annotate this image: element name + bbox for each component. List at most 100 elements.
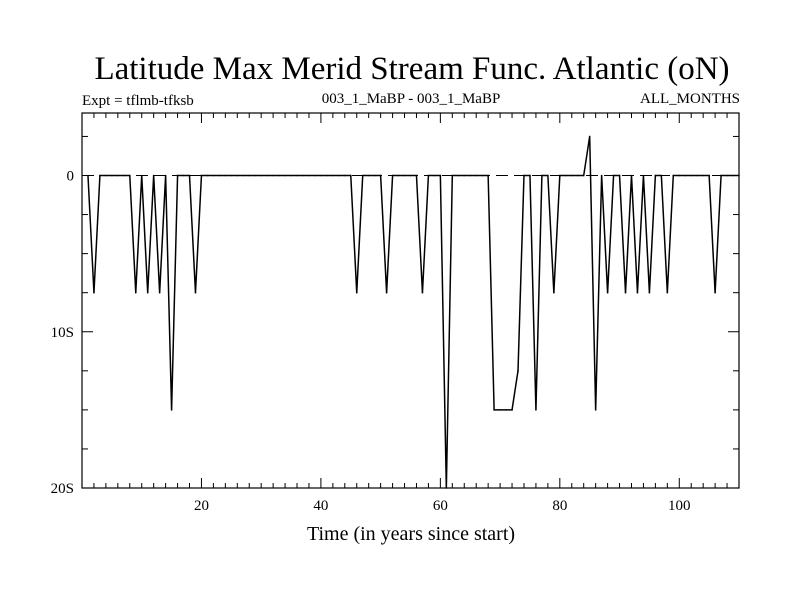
y-tick-label: 10S — [51, 325, 74, 341]
data-point — [188, 174, 191, 177]
data-point — [505, 409, 507, 411]
data-point — [738, 174, 740, 177]
data-point — [648, 291, 651, 294]
data-point — [481, 174, 483, 177]
data-point — [409, 174, 412, 177]
data-point — [564, 174, 567, 177]
data-point — [702, 174, 704, 177]
data-point — [541, 174, 543, 177]
data-point — [290, 174, 292, 177]
data-point — [254, 174, 257, 177]
data-point — [242, 174, 245, 177]
data-point — [164, 174, 167, 177]
data-point — [624, 291, 627, 294]
data-point — [451, 174, 454, 177]
data-point — [361, 174, 364, 177]
y-axis: 0 10S 20S — [51, 169, 739, 497]
data-point — [302, 174, 304, 177]
data-point — [439, 174, 442, 177]
data-point — [684, 174, 687, 177]
data-point — [696, 174, 698, 177]
data-point — [588, 135, 591, 138]
data-point — [469, 174, 472, 177]
data-point — [582, 174, 585, 177]
data-point — [308, 174, 310, 177]
data-point — [367, 174, 370, 177]
x-tick-label: 40 — [313, 498, 328, 514]
data-point — [499, 409, 501, 411]
series-points — [87, 135, 740, 489]
data-point — [726, 174, 728, 177]
data-point — [182, 174, 185, 177]
data-point — [618, 174, 621, 177]
data-point — [463, 174, 466, 177]
data-point — [612, 174, 615, 177]
data-point — [99, 174, 101, 177]
data-point — [332, 174, 334, 177]
data-point — [403, 174, 406, 177]
data-point — [690, 174, 693, 177]
data-point — [732, 174, 734, 177]
data-point — [123, 174, 125, 177]
data-point — [487, 174, 489, 177]
data-point — [200, 174, 203, 177]
data-point — [559, 174, 561, 177]
data-point — [236, 174, 239, 177]
data-point — [320, 174, 322, 177]
data-point — [511, 409, 513, 411]
data-point — [218, 174, 221, 177]
data-point — [553, 291, 555, 294]
minor-ticks — [82, 113, 739, 488]
data-point — [529, 174, 531, 177]
data-point — [636, 291, 639, 294]
data-point — [248, 174, 251, 177]
data-point — [206, 174, 209, 177]
data-point — [457, 174, 460, 177]
plot-frame — [81, 112, 740, 489]
data-point — [708, 174, 710, 177]
data-point — [146, 291, 149, 294]
data-point — [111, 174, 113, 177]
data-point — [194, 291, 197, 294]
data-point — [493, 409, 495, 411]
data-point — [660, 174, 663, 177]
data-point — [678, 174, 681, 177]
data-point — [152, 174, 155, 177]
data-point — [475, 174, 478, 177]
data-point — [284, 174, 286, 177]
months-label: ALL_MONTHS — [640, 91, 740, 107]
data-point — [535, 409, 537, 411]
data-point — [373, 174, 376, 177]
data-point — [344, 174, 346, 177]
data-point — [176, 174, 179, 177]
data-point — [266, 174, 268, 177]
data-point — [714, 291, 716, 294]
data-point — [212, 174, 215, 177]
x-tick-label: 100 — [668, 498, 691, 514]
data-point — [415, 174, 418, 177]
x-tick-label: 60 — [433, 498, 448, 514]
experiment-label: Expt = tflmb-tfksb — [82, 93, 194, 109]
data-point — [570, 174, 573, 177]
data-point — [427, 174, 430, 177]
data-point — [642, 174, 645, 177]
data-point — [140, 174, 143, 177]
x-axis-label: Time (in years since start) — [307, 523, 515, 545]
data-point — [314, 174, 316, 177]
data-point — [379, 174, 382, 177]
data-point — [397, 174, 400, 177]
series-line — [87, 136, 739, 489]
data-point — [272, 174, 274, 177]
data-point — [170, 409, 173, 411]
data-point — [230, 174, 233, 177]
data-point — [594, 409, 597, 411]
data-point — [278, 174, 280, 177]
y-tick-label: 0 — [67, 169, 75, 185]
data-point — [117, 174, 119, 177]
data-point — [523, 174, 525, 177]
data-point — [576, 174, 579, 177]
data-point — [517, 370, 519, 372]
x-axis: 20 40 60 80 100 — [194, 113, 691, 514]
data-point — [654, 174, 657, 177]
